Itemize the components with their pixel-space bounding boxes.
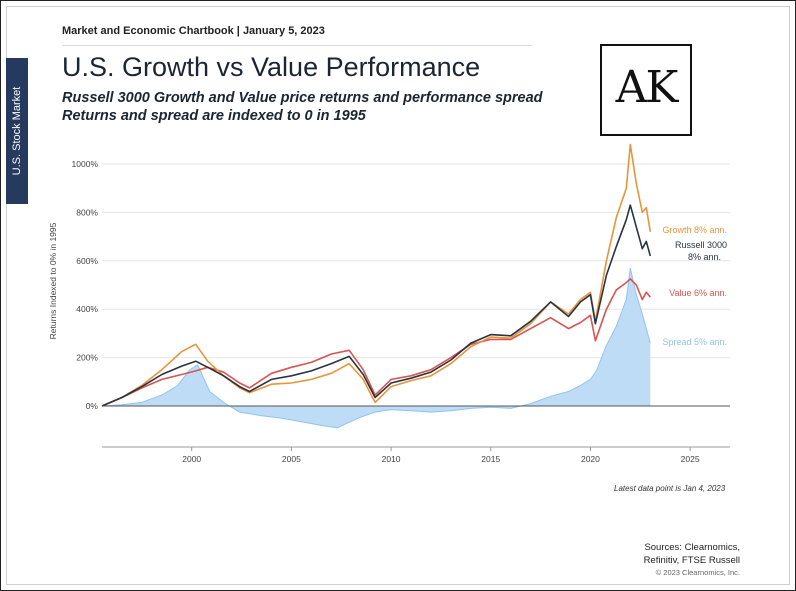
x-tick-label: 2005 (282, 454, 301, 464)
ak-logo-text: AK (615, 62, 679, 113)
spread-area (102, 268, 651, 428)
russell-label: Russell 3000 (675, 240, 727, 250)
russell-label-line-2: 8% ann. (688, 252, 721, 262)
latest-data-note: Latest data point is Jan 4, 2023 (614, 484, 726, 493)
chart-card (6, 6, 790, 585)
side-section-tab: U.S. Stock Market (6, 58, 28, 204)
value-label: Value 6% ann. (669, 288, 727, 298)
y-tick-label: 600% (76, 256, 98, 266)
x-tick-label: 2015 (481, 454, 500, 464)
page-title: U.S. Growth vs Value Performance (62, 52, 481, 82)
header-divider (62, 45, 532, 46)
copyright-note: © 2023 Clearnomics, Inc. (655, 568, 740, 577)
y-tick-label: 200% (76, 353, 98, 363)
subtitle-line-1: Russell 3000 Growth and Value price retu… (62, 90, 543, 106)
y-tick-label: 800% (76, 207, 98, 217)
spread-line (101, 267, 651, 429)
chartbook-header: Market and Economic Chartbook | January … (62, 25, 325, 37)
x-tick-label: 2020 (581, 454, 600, 464)
y-tick-label: 0% (86, 401, 99, 411)
x-tick-label: 2025 (681, 454, 700, 464)
subtitle-line-2: Returns and spread are indexed to 0 in 1… (62, 108, 366, 124)
x-tick-label: 2010 (382, 454, 401, 464)
sources-line-2: Refinitiv, FTSE Russell (643, 555, 740, 566)
x-tick-label: 2000 (182, 454, 201, 464)
sources-line-1: Sources: Clearnomics, (644, 542, 740, 553)
spread-label: Spread 5% ann. (662, 337, 727, 347)
series-line-growth (101, 143, 652, 407)
y-axis-label: Returns Indexed to 0% in 1995 (48, 222, 58, 339)
ak-logo: AK (600, 44, 692, 136)
y-tick-label: 1000% (72, 159, 99, 169)
series-line-russell (101, 204, 652, 407)
y-tick-label: 400% (76, 304, 98, 314)
growth-label: Growth 8% ann. (662, 225, 727, 235)
